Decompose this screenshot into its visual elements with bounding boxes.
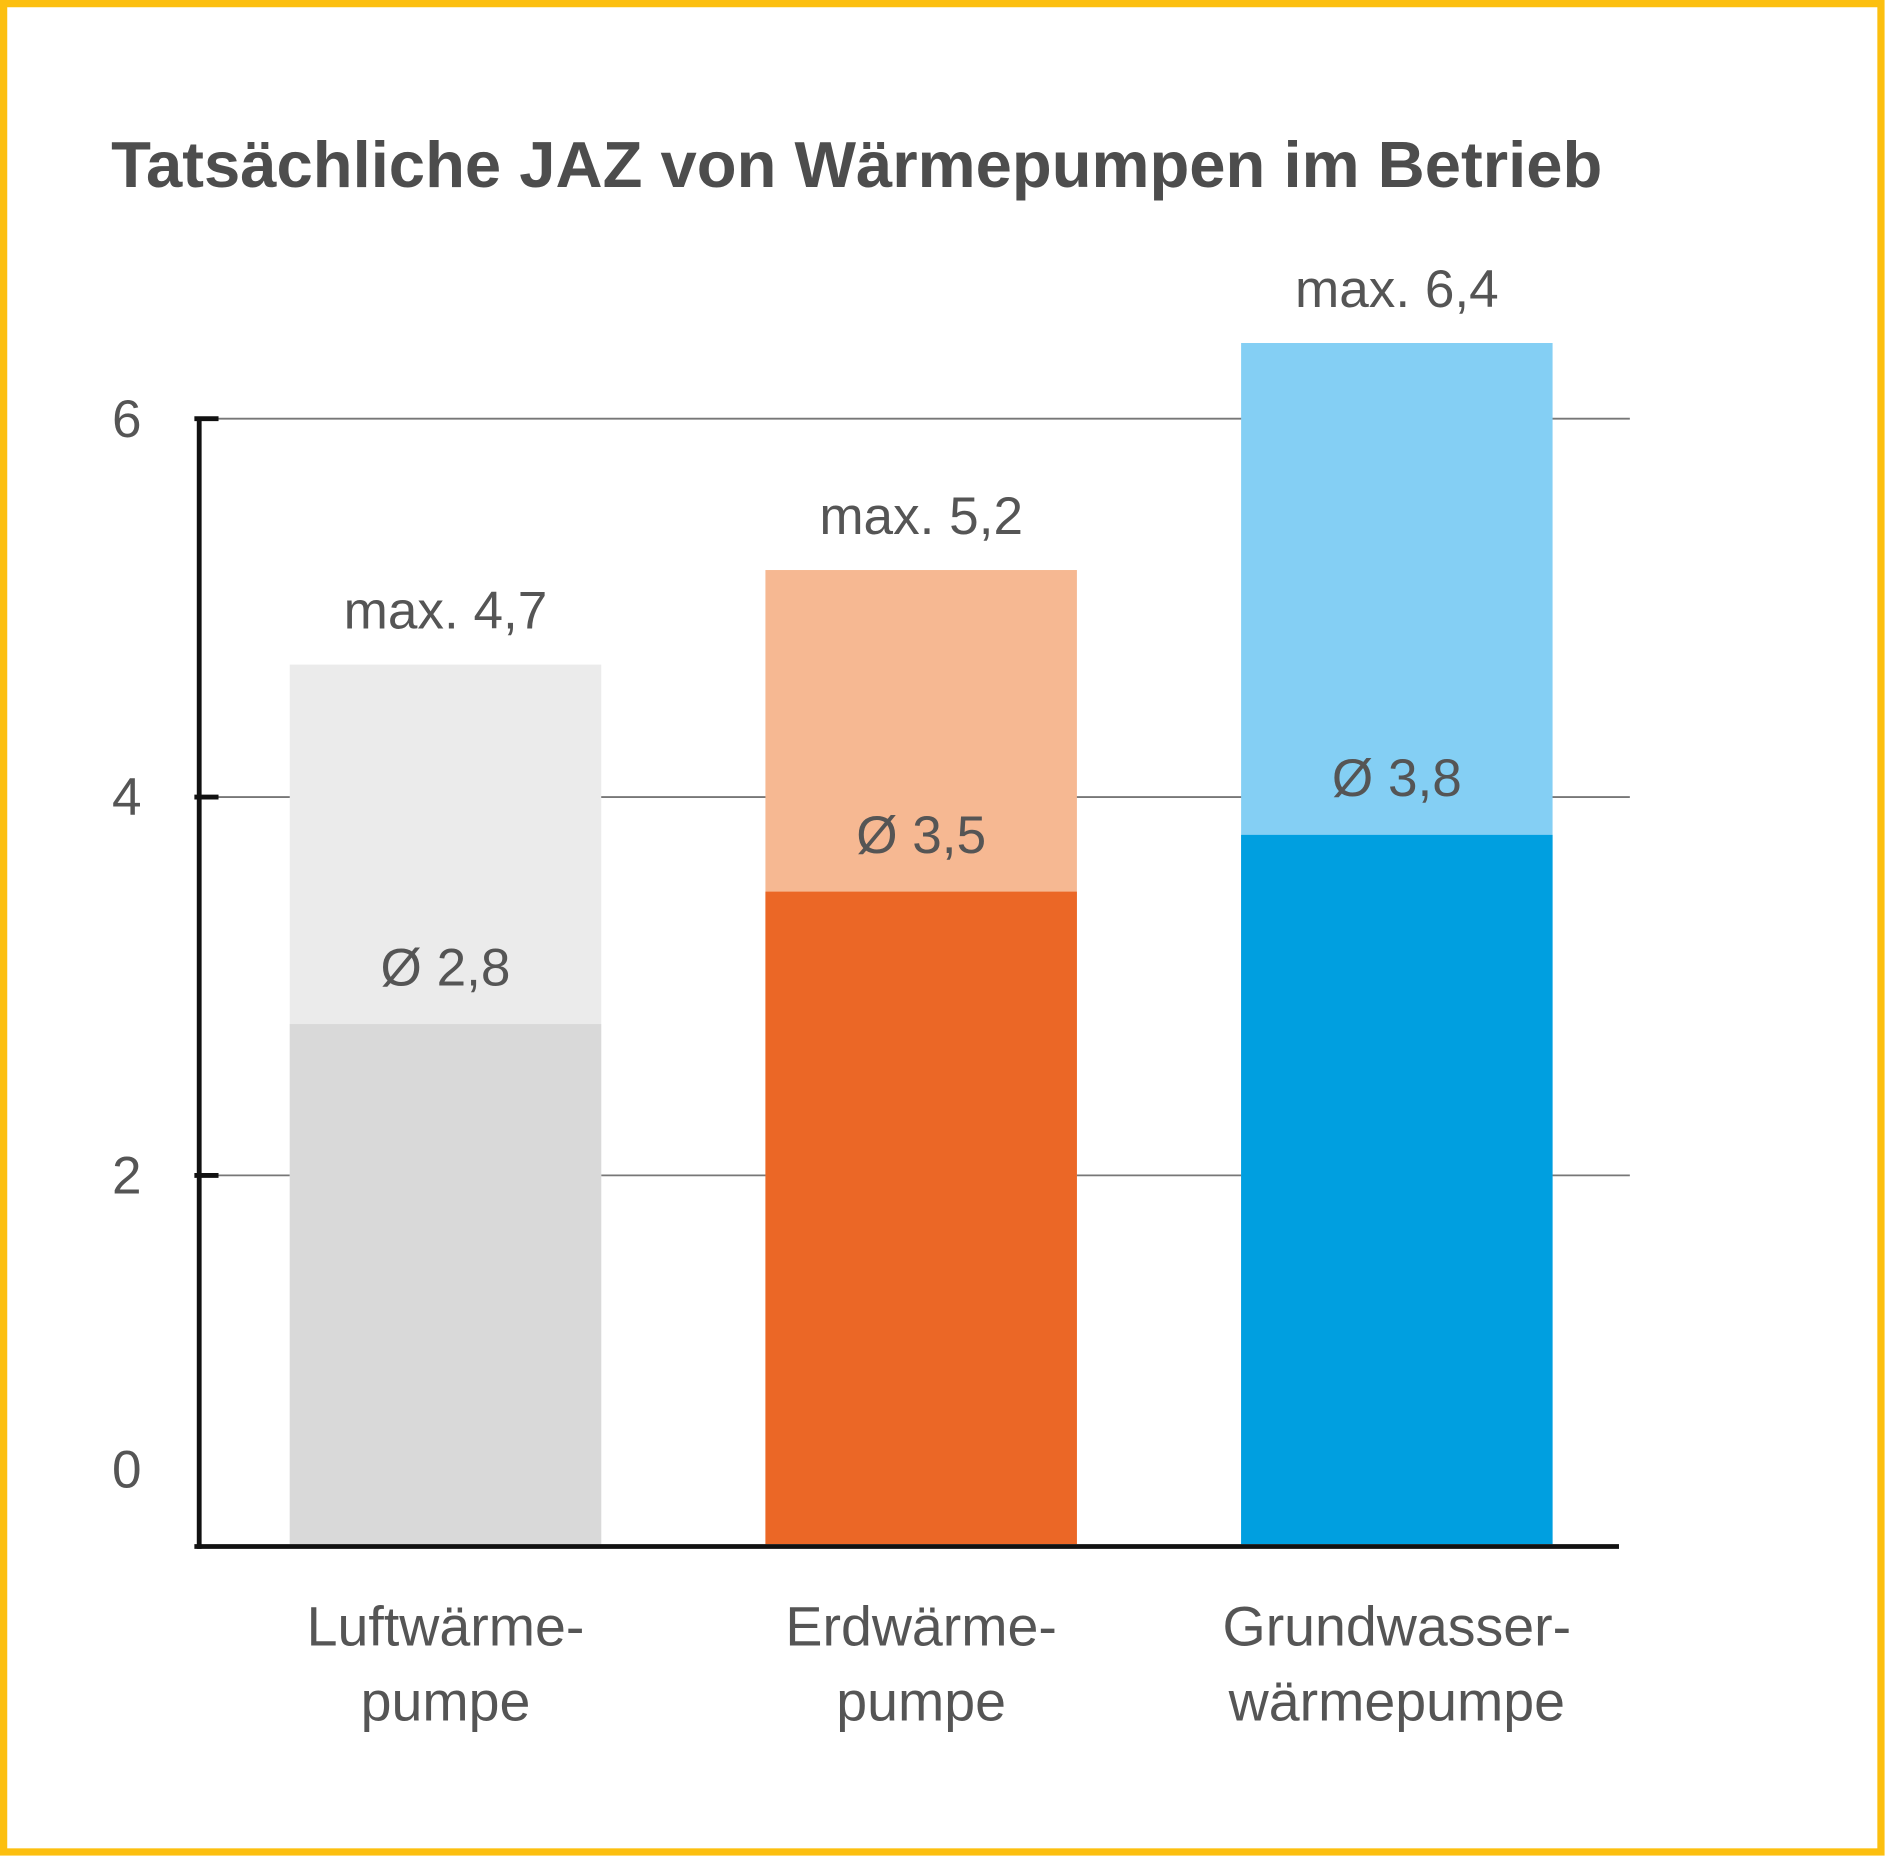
max-label: max. 5,2 [819, 487, 1023, 546]
average-label: Ø 3,8 [1332, 749, 1462, 808]
bar-average [1241, 834, 1553, 1545]
x-category-label: Erdwärme- [785, 1596, 1056, 1658]
max-label: max. 4,7 [344, 581, 548, 640]
x-category-label: pumpe [361, 1670, 531, 1732]
y-tick-label: 6 [112, 390, 142, 449]
average-label: Ø 3,5 [856, 806, 986, 865]
max-label: max. 6,4 [1295, 260, 1499, 319]
x-category-label: Luftwärme- [307, 1596, 585, 1658]
x-category-label: pumpe [836, 1670, 1006, 1732]
bar-average [289, 1024, 602, 1545]
y-tick-label: 0 [112, 1440, 142, 1499]
bar-average [765, 891, 1077, 1545]
y-tick-label: 4 [112, 768, 142, 827]
x-category-label: Grundwasser- [1223, 1596, 1572, 1658]
y-tick-label: 2 [112, 1147, 142, 1206]
average-label: Ø 2,8 [381, 938, 511, 997]
x-category-label: wärmepumpe [1228, 1670, 1565, 1732]
chart-title: Tatsächliche JAZ von Wärmepumpen im Betr… [111, 128, 1602, 201]
